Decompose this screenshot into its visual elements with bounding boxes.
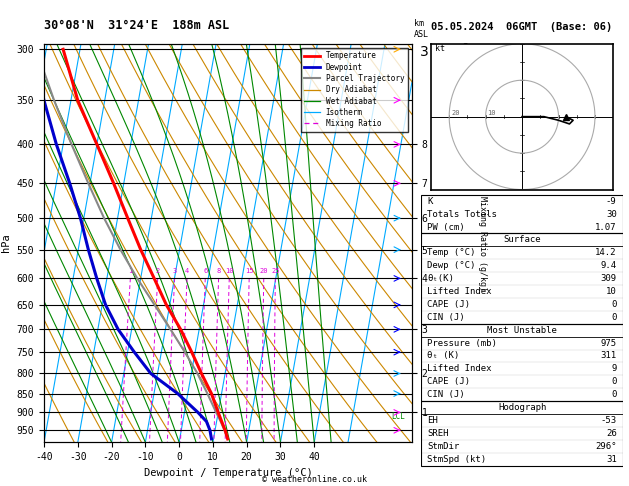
- Text: PW (cm): PW (cm): [428, 223, 465, 231]
- Text: CAPE (J): CAPE (J): [428, 300, 470, 309]
- Text: 14.2: 14.2: [595, 248, 616, 257]
- Text: EH: EH: [428, 416, 438, 425]
- Text: θₜ (K): θₜ (K): [428, 351, 460, 361]
- Text: 9: 9: [611, 364, 616, 373]
- Text: 296°: 296°: [595, 442, 616, 451]
- Text: K: K: [428, 197, 433, 206]
- Text: 30: 30: [606, 209, 616, 219]
- Text: Totals Totals: Totals Totals: [428, 209, 498, 219]
- Text: 20: 20: [260, 268, 268, 274]
- Text: 05.05.2024  06GMT  (Base: 06): 05.05.2024 06GMT (Base: 06): [431, 22, 613, 32]
- Text: 311: 311: [601, 351, 616, 361]
- Text: 10: 10: [487, 110, 496, 116]
- Text: Temp (°C): Temp (°C): [428, 248, 476, 257]
- Text: 1.07: 1.07: [595, 223, 616, 231]
- Text: CIN (J): CIN (J): [428, 390, 465, 399]
- Text: 20: 20: [451, 110, 460, 116]
- Text: 1: 1: [128, 268, 133, 274]
- Text: 975: 975: [601, 339, 616, 347]
- Text: 6: 6: [203, 268, 208, 274]
- Text: 10: 10: [606, 287, 616, 296]
- Text: StmDir: StmDir: [428, 442, 460, 451]
- Text: LCL: LCL: [391, 412, 405, 421]
- Text: 30°08'N  31°24'E  188m ASL: 30°08'N 31°24'E 188m ASL: [44, 18, 230, 32]
- Text: 0: 0: [611, 390, 616, 399]
- Text: 3: 3: [172, 268, 177, 274]
- Text: 309: 309: [601, 274, 616, 283]
- Text: 2: 2: [155, 268, 160, 274]
- Text: 9.4: 9.4: [601, 261, 616, 270]
- Text: 0: 0: [611, 300, 616, 309]
- Text: CIN (J): CIN (J): [428, 313, 465, 322]
- Text: Surface: Surface: [503, 235, 541, 244]
- Text: Dewp (°C): Dewp (°C): [428, 261, 476, 270]
- Text: 8: 8: [216, 268, 221, 274]
- Text: 4: 4: [185, 268, 189, 274]
- Text: CAPE (J): CAPE (J): [428, 377, 470, 386]
- Text: Hodograph: Hodograph: [498, 403, 546, 412]
- Text: 10: 10: [225, 268, 233, 274]
- Text: StmSpd (kt): StmSpd (kt): [428, 454, 487, 464]
- Text: © weatheronline.co.uk: © weatheronline.co.uk: [262, 474, 367, 484]
- Y-axis label: hPa: hPa: [1, 234, 11, 252]
- Text: -9: -9: [606, 197, 616, 206]
- Text: 0: 0: [611, 377, 616, 386]
- Text: 26: 26: [606, 429, 616, 438]
- Text: kt: kt: [435, 44, 445, 53]
- Text: -53: -53: [601, 416, 616, 425]
- Text: Lifted Index: Lifted Index: [428, 287, 492, 296]
- Text: 31: 31: [606, 454, 616, 464]
- Y-axis label: Mixing Ratio (g/kg): Mixing Ratio (g/kg): [478, 195, 487, 291]
- X-axis label: Dewpoint / Temperature (°C): Dewpoint / Temperature (°C): [143, 468, 313, 478]
- Text: 15: 15: [245, 268, 253, 274]
- Text: SREH: SREH: [428, 429, 449, 438]
- Text: Lifted Index: Lifted Index: [428, 364, 492, 373]
- Text: Pressure (mb): Pressure (mb): [428, 339, 498, 347]
- Text: 0: 0: [611, 313, 616, 322]
- Legend: Temperature, Dewpoint, Parcel Trajectory, Dry Adiabat, Wet Adiabat, Isotherm, Mi: Temperature, Dewpoint, Parcel Trajectory…: [301, 48, 408, 132]
- Text: Most Unstable: Most Unstable: [487, 326, 557, 335]
- Text: 25: 25: [271, 268, 279, 274]
- Text: km
ASL: km ASL: [414, 19, 429, 39]
- Text: θₜ(K): θₜ(K): [428, 274, 454, 283]
